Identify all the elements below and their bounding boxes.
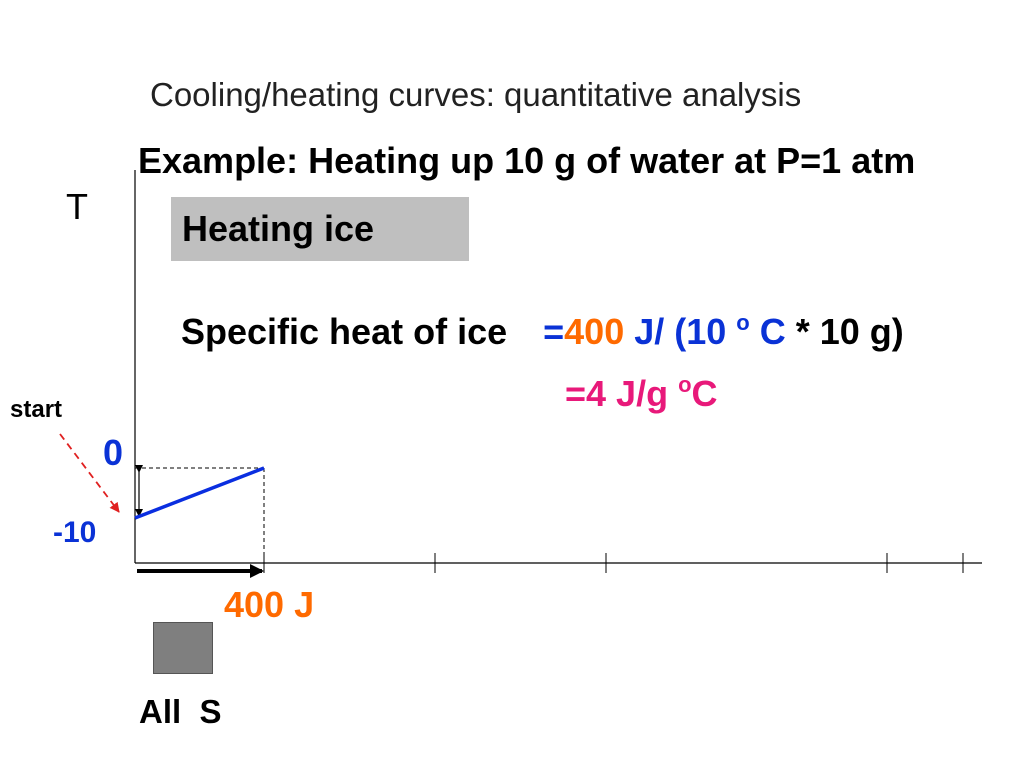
y-axis-label: T <box>66 186 88 227</box>
equation-lhs: Specific heat of ice <box>181 311 508 352</box>
equation-joule-part: J/ (10 <box>624 311 737 352</box>
y-tick-zero: 0 <box>103 432 124 473</box>
equation-celsius: C <box>749 311 786 352</box>
equation-line: Specific heat of ice =400 J/ (10 o C * 1… <box>181 310 904 353</box>
stage-box: Heating ice <box>171 197 469 261</box>
start-pointer-arrow <box>59 433 120 513</box>
start-label: start <box>10 396 63 423</box>
stage-label: Heating ice <box>182 208 375 249</box>
result-degree-sup: o <box>678 372 692 397</box>
y-tick-minus-ten: -10 <box>53 516 97 549</box>
equation-result: =4 J/g oC <box>565 372 718 415</box>
slide-title: Cooling/heating curves: quantitative ana… <box>150 76 802 113</box>
equation-energy: 400 <box>564 311 625 352</box>
example-heading: Example: Heating up 10 g of water at P=1… <box>138 140 916 181</box>
equation-rest: * 10 g) <box>785 311 904 352</box>
equation-degree-sup: o <box>736 310 750 335</box>
equation-equals: = <box>543 311 565 352</box>
result-main: =4 J/g <box>565 373 679 414</box>
energy-label: 400 J <box>224 584 315 625</box>
solid-phase-square <box>153 622 213 674</box>
phase-label: All S <box>139 693 222 730</box>
heating-curve-segment <box>134 466 265 520</box>
result-unit: C <box>691 373 718 414</box>
